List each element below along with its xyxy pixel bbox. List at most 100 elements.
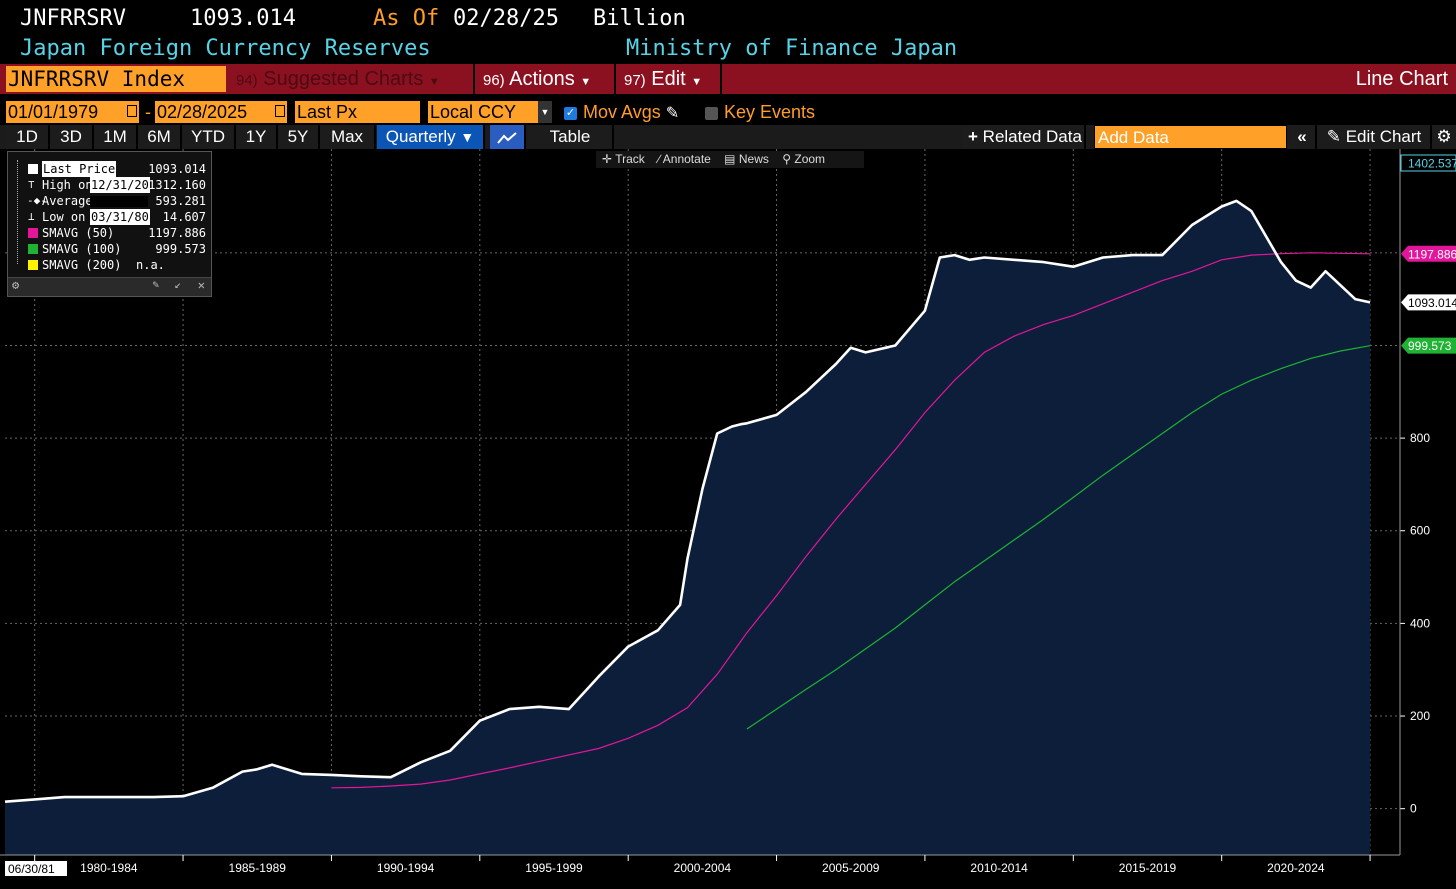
edit-chart-button[interactable]: ✎ Edit Chart bbox=[1318, 125, 1432, 149]
legend-row-sma200[interactable]: SMAVG (200) n.a. bbox=[8, 257, 212, 273]
add-data-placeholder: Add Data bbox=[1098, 128, 1169, 147]
x-tick-label: 2010-2014 bbox=[970, 861, 1028, 875]
key-events-toggle[interactable]: Key Events bbox=[705, 101, 815, 123]
period-6m[interactable]: 6M bbox=[138, 125, 182, 149]
security-name: Japan Foreign Currency Reserves bbox=[20, 36, 431, 61]
period-max[interactable]: Max bbox=[320, 125, 376, 149]
period-5y[interactable]: 5Y bbox=[278, 125, 320, 149]
x-tick-label: 1990-1994 bbox=[377, 861, 435, 875]
as-of-label: As Of bbox=[373, 6, 440, 31]
y-axis: 0 200 400 600 800 bbox=[1399, 149, 1430, 855]
legend-value: 999.573 bbox=[155, 242, 206, 256]
zoom-button[interactable]: Zoom bbox=[794, 152, 826, 166]
legend-label: Low on bbox=[42, 210, 86, 224]
marker-box bbox=[1400, 154, 1456, 172]
news-icon[interactable]: ▤ bbox=[724, 152, 736, 166]
edit-number: 97) bbox=[624, 72, 646, 89]
currency-value: Local CCY bbox=[430, 102, 517, 122]
average-marker-icon: -◆- bbox=[27, 194, 47, 207]
legend-row-average: -◆- Average 593.281 bbox=[8, 193, 212, 209]
annotate-button[interactable]: Annotate bbox=[662, 152, 711, 166]
edit-chart-label: Edit Chart bbox=[1345, 127, 1422, 146]
frequency-value: Quarterly bbox=[385, 127, 456, 146]
crosshair-icon[interactable]: ✛ bbox=[602, 152, 613, 166]
actions-number: 96) bbox=[483, 72, 505, 89]
shrink-icon[interactable]: ↙ bbox=[174, 278, 181, 291]
period-ytd[interactable]: YTD bbox=[182, 125, 236, 149]
period-3d[interactable]: 3D bbox=[50, 125, 94, 149]
chart-toolbar: ✛ Track ∕ Annotate ▤ News ⚲ Zoom bbox=[596, 151, 864, 168]
chevron-down-icon: ▼ bbox=[580, 76, 592, 88]
chart-area: 0 200 400 600 800 1980-1984 1985-1989 1990-199… bbox=[0, 149, 1456, 889]
pencil-icon: ✎ bbox=[1326, 127, 1341, 146]
legend-row-last-price[interactable]: Last Price 1093.014 bbox=[8, 161, 212, 177]
legend-tree-line bbox=[17, 160, 19, 264]
marker-label: 1402.537 bbox=[1408, 157, 1456, 171]
chart-type-label: Line Chart bbox=[1355, 68, 1448, 90]
gear-icon[interactable]: ⚙ bbox=[1432, 125, 1456, 149]
marker-box bbox=[1401, 337, 1456, 354]
frequency-select[interactable]: Quarterly ▼ bbox=[377, 125, 485, 149]
legend-row-high: ⊤ High on 12/31/20 1312.160 bbox=[8, 177, 212, 193]
start-date-input[interactable]: 01/01/1979 bbox=[6, 101, 139, 123]
calendar-icon[interactable] bbox=[275, 105, 285, 117]
edit-menu[interactable]: 97) Edit ▼ bbox=[624, 64, 702, 94]
annotate-icon[interactable]: ∕ bbox=[658, 152, 661, 166]
table-button[interactable]: Table bbox=[528, 125, 614, 149]
legend-value: 1312.160 bbox=[148, 178, 206, 192]
mov-avgs-label: Mov Avgs bbox=[583, 102, 661, 122]
legend-row-low: ⊥ Low on 03/31/80 14.607 bbox=[8, 209, 212, 225]
marker-label: 1093.014 bbox=[1408, 296, 1456, 310]
field-select[interactable]: Last Px bbox=[295, 101, 420, 123]
related-data-label: Related Data bbox=[982, 127, 1082, 146]
low-marker-icon: ⊥ bbox=[28, 210, 35, 223]
legend-value: 1197.886 bbox=[148, 226, 206, 240]
gear-icon[interactable]: ⚙ bbox=[12, 278, 20, 292]
legend-row-sma50[interactable]: SMAVG (50) 1197.886 bbox=[8, 225, 212, 241]
pin-icon[interactable]: ✎ bbox=[152, 278, 159, 291]
y-tick-label: 800 bbox=[1410, 431, 1430, 445]
mov-avgs-toggle[interactable]: ✓ Mov Avgs ✎ bbox=[564, 101, 679, 123]
pencil-icon[interactable]: ✎ bbox=[665, 105, 680, 122]
period-1m[interactable]: 1M bbox=[94, 125, 138, 149]
legend-row-sma100[interactable]: SMAVG (100) 999.573 bbox=[8, 241, 212, 257]
add-data-input[interactable]: Add Data bbox=[1094, 125, 1287, 149]
checkbox-checked-icon[interactable]: ✓ bbox=[564, 106, 577, 120]
line-chart-icon[interactable] bbox=[490, 125, 526, 149]
x-tick-label: 2020-2024 bbox=[1267, 861, 1325, 875]
actions-menu[interactable]: 96) Actions ▼ bbox=[483, 64, 591, 94]
price-line bbox=[4, 199, 1371, 803]
calendar-icon[interactable] bbox=[127, 105, 137, 117]
end-date-input[interactable]: 02/28/2025 bbox=[155, 101, 287, 123]
legend-swatch bbox=[28, 244, 38, 254]
legend-value: 1093.014 bbox=[148, 162, 206, 176]
period-1d[interactable]: 1D bbox=[6, 125, 50, 149]
chevron-down-icon[interactable]: ▼ bbox=[538, 101, 552, 123]
related-data-button[interactable]: + Related Data bbox=[962, 125, 1086, 149]
news-button[interactable]: News bbox=[738, 152, 769, 166]
legend-footer: ⚙ ✎ ↙ ✕ bbox=[8, 277, 211, 296]
close-icon[interactable]: ✕ bbox=[197, 278, 205, 292]
collapse-icon[interactable]: « bbox=[1289, 125, 1317, 149]
chevron-down-icon: ▼ bbox=[460, 129, 475, 145]
zoom-icon[interactable]: ⚲ bbox=[782, 152, 792, 166]
high-marker-icon: ⊤ bbox=[28, 178, 35, 191]
marker-box bbox=[1401, 294, 1456, 311]
legend-date: 12/31/20 bbox=[90, 177, 150, 193]
checkbox-unchecked-icon[interactable] bbox=[705, 106, 718, 120]
period-1y[interactable]: 1Y bbox=[236, 125, 278, 149]
as-of-date: 02/28/25 bbox=[453, 6, 559, 31]
currency-select[interactable]: Local CCY ▼ bbox=[428, 101, 552, 123]
end-date-value: 02/28/2025 bbox=[157, 102, 248, 122]
track-button[interactable]: Track bbox=[615, 152, 645, 166]
separator bbox=[720, 64, 722, 94]
suggested-charts-menu[interactable]: 94) Suggested Charts ▼ bbox=[236, 64, 440, 94]
legend-value: n.a. bbox=[136, 258, 165, 272]
start-date-value: 01/01/1979 bbox=[8, 102, 99, 122]
chevron-down-icon: ▼ bbox=[428, 76, 440, 88]
y-tick-label: 400 bbox=[1410, 616, 1430, 630]
function-bar: JNFRRSRV Index 94) Suggested Charts ▼ 96… bbox=[0, 64, 1456, 94]
x-tick-label: 2000-2004 bbox=[674, 861, 732, 875]
legend-label: High on bbox=[42, 178, 93, 192]
security-field[interactable]: JNFRRSRV Index bbox=[6, 66, 226, 92]
